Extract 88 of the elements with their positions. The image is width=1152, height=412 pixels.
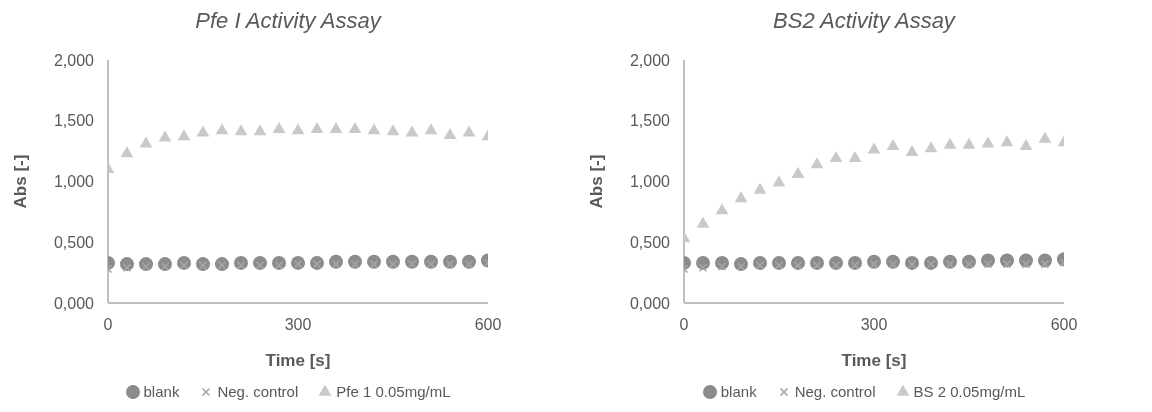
point: [217, 261, 227, 270]
point: [405, 125, 419, 137]
point: [291, 123, 305, 135]
point: [272, 121, 286, 133]
point: [367, 123, 381, 135]
point: [981, 136, 995, 148]
point: [753, 182, 767, 194]
point: [717, 262, 727, 271]
legend-label: blank: [720, 383, 757, 400]
point: [698, 263, 708, 273]
y-tick-label: 1,500: [53, 112, 95, 130]
y-tick-label: 1,500: [629, 112, 671, 130]
point: [329, 121, 343, 133]
y-tick-label: 0,000: [629, 294, 671, 312]
point: [139, 136, 153, 148]
point: [1000, 135, 1014, 147]
legend-label: Neg. control: [794, 383, 876, 400]
point: [810, 157, 824, 169]
chart-title: Pfe I Activity Assay: [194, 8, 383, 35]
point: [793, 261, 803, 270]
y-tick-label: 0,000: [53, 294, 95, 312]
x-tick-label: 300: [284, 316, 312, 334]
y-tick-label: 1,000: [629, 173, 671, 191]
point: [715, 203, 729, 215]
y-axis-title: Abs [-]: [11, 154, 31, 209]
point: [348, 121, 362, 133]
point: [196, 125, 210, 137]
legend-label: blank: [143, 383, 180, 400]
legend-label: Neg. control: [217, 383, 299, 400]
x-tick-label: 600: [474, 316, 502, 334]
point: [943, 137, 957, 149]
y-tick-label: 2,000: [53, 51, 95, 69]
point: [829, 151, 843, 163]
point: [177, 129, 191, 141]
y-tick-label: 0,500: [53, 233, 95, 251]
x-tick-label: 300: [860, 316, 888, 334]
point: [274, 261, 284, 270]
point: [160, 262, 170, 271]
point: [1019, 138, 1033, 150]
point: [734, 191, 748, 203]
point: [234, 124, 248, 136]
point: [774, 261, 784, 270]
point: [120, 146, 134, 158]
point: [907, 259, 917, 269]
point: [905, 145, 919, 157]
point: [253, 124, 267, 136]
x-tick-label: 0: [103, 316, 113, 334]
point: [293, 259, 303, 269]
point: [696, 216, 710, 228]
y-tick-label: 2,000: [629, 51, 671, 69]
point: [736, 262, 746, 271]
point: [215, 123, 229, 135]
point: [848, 151, 862, 163]
point: [867, 142, 881, 154]
point: [924, 141, 938, 153]
point: [791, 166, 805, 178]
point: [755, 261, 765, 270]
x-axis-title: Time [s]: [265, 351, 331, 370]
point: [141, 262, 151, 271]
x-tick-label: 600: [1050, 316, 1078, 334]
point: [812, 261, 822, 270]
point: [831, 261, 841, 270]
point: [122, 263, 132, 273]
point: [886, 138, 900, 150]
chart-title: BS2 Activity Assay: [772, 8, 957, 35]
x-tick-label: 0: [679, 316, 689, 334]
point: [312, 259, 322, 269]
point: [772, 175, 786, 187]
point: [462, 125, 476, 137]
legend-label: Pfe 1 0.05mg/mL: [336, 383, 451, 400]
point: [179, 261, 189, 270]
y-tick-label: 0,500: [629, 233, 671, 251]
point: [236, 261, 246, 270]
point: [198, 261, 208, 270]
y-tick-label: 1,000: [53, 173, 95, 191]
point: [158, 130, 172, 142]
point: [962, 137, 976, 149]
point: [310, 121, 324, 133]
point: [424, 123, 438, 135]
point: [1038, 131, 1052, 143]
point: [850, 261, 860, 270]
point: [926, 259, 936, 269]
point: [386, 124, 400, 136]
legend-label: BS 2 0.05mg/mL: [913, 383, 1026, 400]
x-axis-title: Time [s]: [841, 351, 907, 370]
point: [255, 261, 265, 270]
point: [443, 127, 457, 139]
y-axis-title: Abs [-]: [587, 154, 607, 209]
